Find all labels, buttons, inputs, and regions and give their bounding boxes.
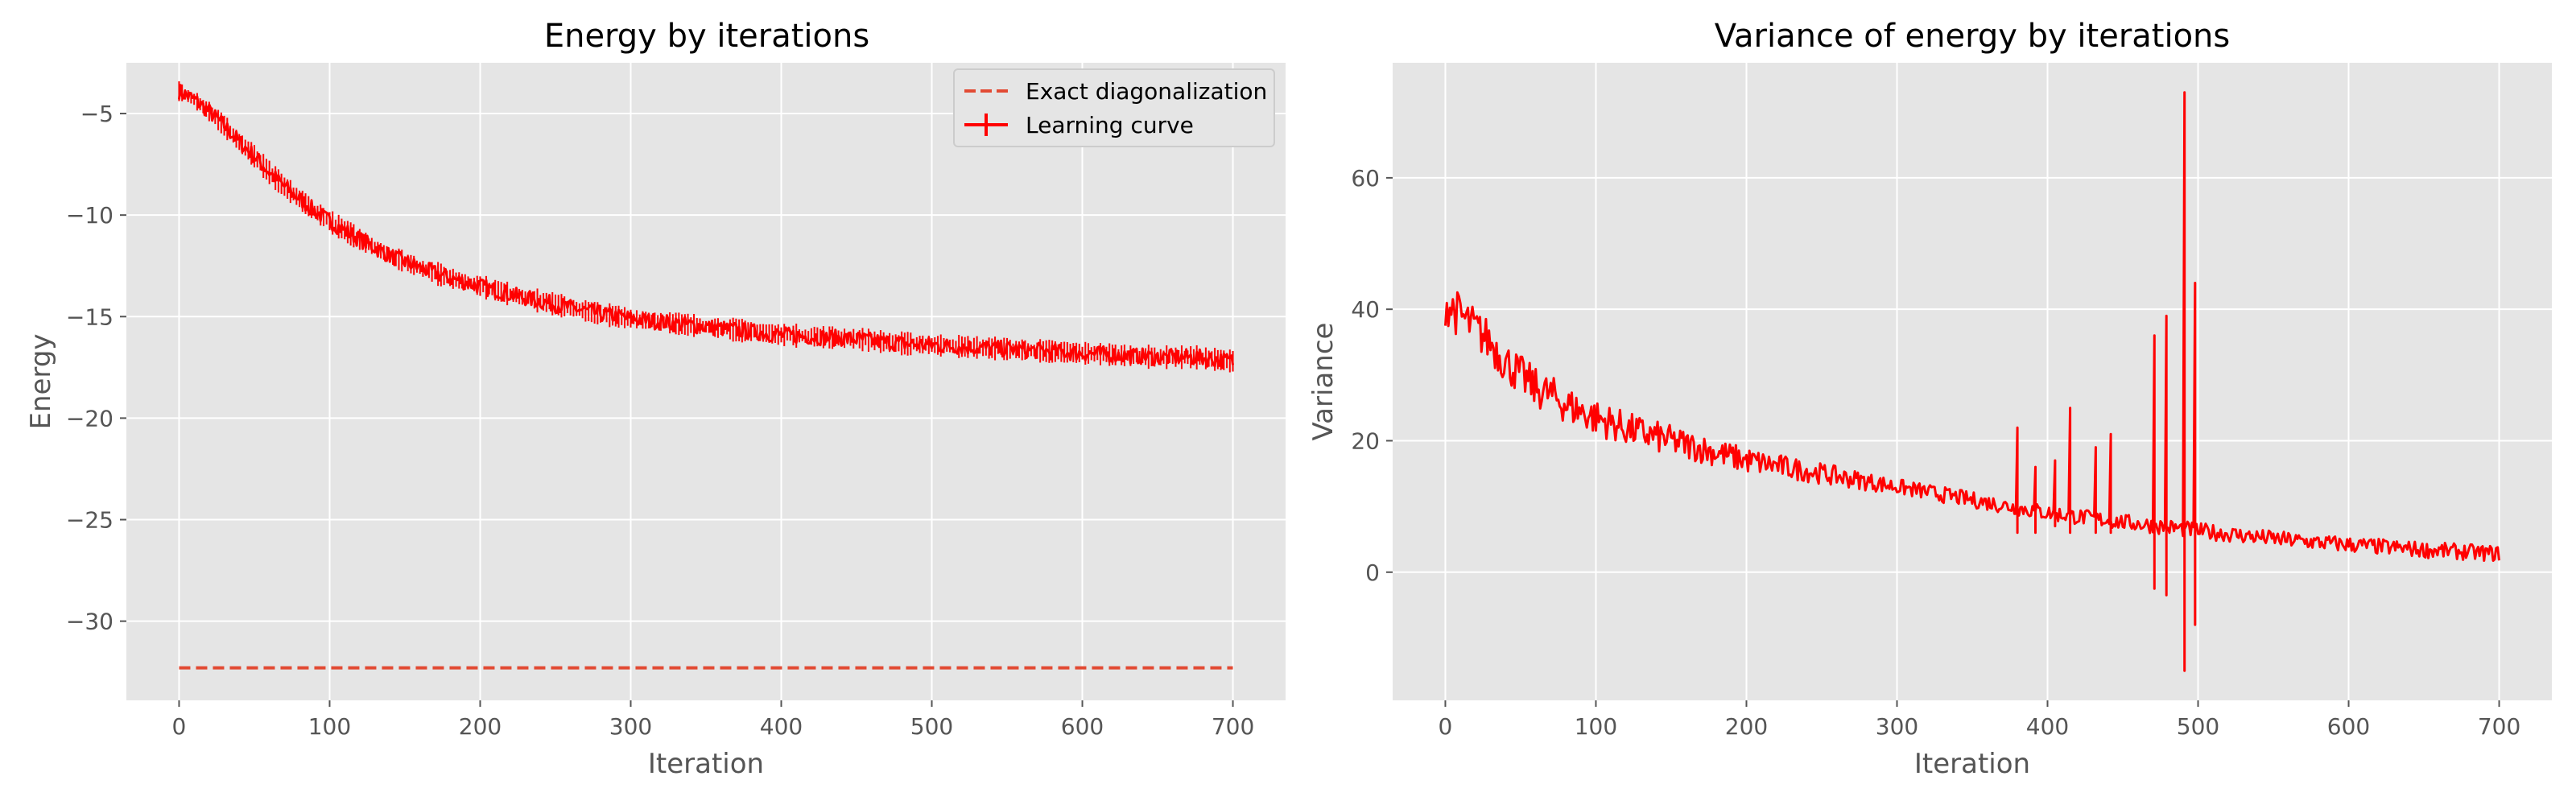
variance-x-ticks: 0 100 200 300 400 500 600 700 [1439, 700, 2520, 740]
variance-x-tick-label: 200 [1725, 713, 1768, 740]
variance-y-axis-label: Variance [1307, 323, 1340, 441]
energy-series [178, 81, 1234, 670]
variance-x-tick-label: 100 [1575, 713, 1617, 740]
energy-y-tick-label: −10 [66, 202, 114, 229]
energy-x-tick-label: 700 [1212, 713, 1254, 740]
energy-y-tick-label: −20 [66, 405, 114, 431]
variance-grid [1393, 63, 2552, 700]
variance-x-tick-label: 500 [2177, 713, 2219, 740]
energy-x-tick-label: 0 [172, 713, 187, 740]
variance-chart: Variance of energy by iterations 0 100 200… [1307, 18, 2552, 780]
energy-chart-title: Energy by iterations [544, 18, 869, 55]
energy-y-tick-label: −30 [66, 609, 114, 635]
variance-series-line-0 [1444, 91, 2500, 672]
variance-x-tick-label: 400 [2026, 713, 2069, 740]
energy-y-axis-label: Energy [25, 333, 57, 429]
legend-label-exact: Exact diagonalization [1026, 78, 1267, 105]
variance-y-tick-label: 60 [1351, 165, 1380, 192]
legend-label-learning: Learning curve [1026, 112, 1194, 138]
energy-plot-area [126, 63, 1286, 700]
energy-legend: Exact diagonalization Learning curve [953, 68, 1275, 147]
energy-grid [126, 63, 1286, 700]
variance-x-tick-label: 300 [1876, 713, 1918, 740]
energy-x-tick-label: 200 [459, 713, 502, 740]
variance-y-tick-label: 40 [1351, 296, 1380, 323]
variance-y-ticks: 0 20 40 60 [1351, 165, 1393, 586]
variance-y-tick-label: 0 [1365, 559, 1380, 586]
energy-y-ticks: −5 −10 −15 −20 −25 −30 [66, 101, 126, 635]
variance-plot-area [1393, 63, 2552, 700]
energy-x-tick-label: 500 [910, 713, 953, 740]
energy-x-tick-label: 400 [760, 713, 803, 740]
energy-x-axis-label: Iteration [648, 748, 764, 780]
variance-x-tick-label: 700 [2478, 713, 2520, 740]
variance-y-tick-label: 20 [1351, 427, 1380, 454]
variance-series [1444, 91, 2500, 672]
energy-x-ticks: 0 100 200 300 400 500 600 700 [172, 700, 1254, 740]
energy-chart: Energy by iterations 0 100 200 300 400 500 600… [25, 18, 1286, 780]
energy-x-tick-label: 600 [1061, 713, 1104, 740]
energy-x-tick-label: 300 [609, 713, 652, 740]
variance-x-tick-label: 600 [2327, 713, 2370, 740]
legend-box [953, 68, 1275, 147]
variance-x-tick-label: 0 [1439, 713, 1453, 740]
variance-x-axis-label: Iteration [1914, 748, 2030, 780]
energy-y-tick-label: −5 [80, 101, 114, 127]
variance-chart-title: Variance of energy by iterations [1715, 18, 2230, 55]
energy-y-tick-label: −15 [66, 303, 114, 330]
energy-y-tick-label: −25 [66, 507, 114, 534]
energy-x-tick-label: 100 [308, 713, 351, 740]
